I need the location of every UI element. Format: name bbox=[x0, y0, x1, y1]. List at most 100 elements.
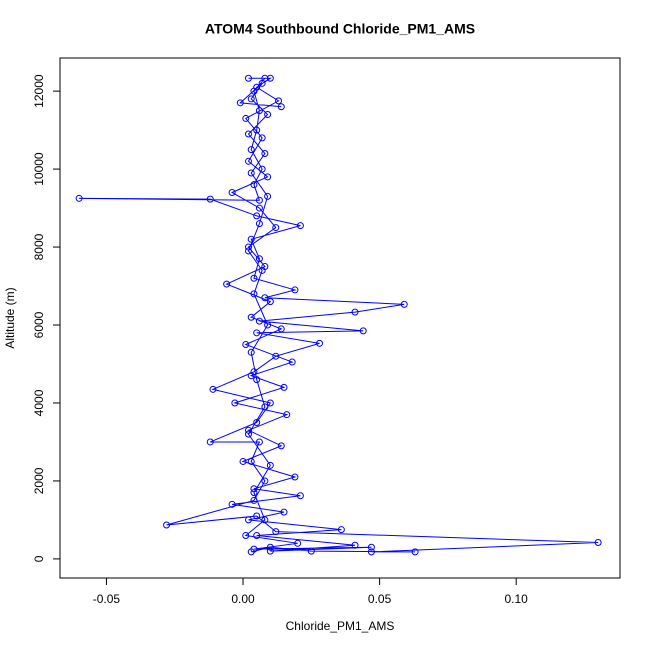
data-point bbox=[594, 539, 602, 547]
data-point bbox=[266, 74, 274, 82]
data-point bbox=[296, 492, 304, 500]
data-point bbox=[359, 327, 367, 335]
y-tick-label: 12000 bbox=[32, 74, 46, 108]
data-point bbox=[75, 194, 83, 202]
data-point bbox=[247, 235, 255, 243]
x-axis-label: Chloride_PM1_AMS bbox=[286, 619, 395, 633]
data-point bbox=[275, 97, 283, 105]
data-point bbox=[264, 321, 272, 329]
data-point bbox=[244, 247, 252, 255]
data-point bbox=[250, 545, 258, 553]
data-point bbox=[209, 385, 217, 393]
data-point bbox=[244, 430, 252, 438]
data-point bbox=[244, 516, 252, 524]
x-tick-label: 0.10 bbox=[505, 592, 529, 606]
data-point bbox=[255, 438, 263, 446]
x-tick-label: -0.05 bbox=[93, 592, 121, 606]
data-point bbox=[266, 298, 274, 306]
data-point bbox=[288, 358, 296, 366]
data-point bbox=[228, 500, 236, 508]
data-point bbox=[258, 266, 266, 274]
data-point bbox=[291, 286, 299, 294]
data-point bbox=[223, 280, 231, 288]
data-point bbox=[280, 508, 288, 516]
data-point bbox=[280, 383, 288, 391]
y-tick-label: 2000 bbox=[32, 467, 46, 494]
x-tick-label: 0.00 bbox=[231, 592, 255, 606]
data-point bbox=[316, 339, 324, 347]
data-point bbox=[261, 516, 269, 524]
data-point bbox=[244, 74, 252, 82]
data-point bbox=[261, 294, 269, 302]
data-point bbox=[239, 457, 247, 465]
data-point bbox=[337, 526, 345, 534]
data-line bbox=[79, 77, 599, 553]
data-point bbox=[247, 169, 255, 177]
data-point bbox=[264, 111, 272, 119]
data-point bbox=[255, 220, 263, 228]
data-point bbox=[277, 442, 285, 450]
data-point bbox=[247, 95, 255, 103]
x-tick-label: 0.05 bbox=[368, 592, 392, 606]
data-point bbox=[261, 477, 269, 485]
data-point bbox=[296, 222, 304, 230]
data-point bbox=[236, 99, 244, 107]
data-point bbox=[253, 212, 261, 220]
data-point bbox=[277, 325, 285, 333]
y-tick-label: 4000 bbox=[32, 389, 46, 416]
y-axis-label: Altitude (m) bbox=[3, 287, 17, 348]
data-point bbox=[242, 341, 250, 349]
data-point bbox=[258, 79, 266, 87]
data-point bbox=[294, 539, 302, 547]
data-point bbox=[247, 348, 255, 356]
data-point bbox=[258, 134, 266, 142]
data-point bbox=[231, 399, 239, 407]
data-point bbox=[266, 399, 274, 407]
data-point bbox=[253, 83, 261, 91]
data-point bbox=[283, 411, 291, 419]
data-point bbox=[277, 103, 285, 111]
data-point bbox=[400, 300, 408, 308]
data-point bbox=[253, 512, 261, 520]
data-point bbox=[250, 489, 258, 497]
y-tick-label: 0 bbox=[32, 555, 46, 562]
data-point bbox=[250, 290, 258, 298]
data-point bbox=[250, 485, 258, 493]
data-point bbox=[266, 547, 274, 555]
data-point bbox=[351, 308, 359, 316]
data-point bbox=[253, 376, 261, 384]
plot-frame bbox=[59, 57, 621, 579]
y-tick-label: 8000 bbox=[32, 233, 46, 260]
data-point bbox=[307, 547, 315, 555]
data-point bbox=[264, 192, 272, 200]
data-point bbox=[250, 274, 258, 282]
data-point bbox=[255, 107, 263, 115]
data-point bbox=[247, 313, 255, 321]
data-point bbox=[261, 403, 269, 411]
data-point bbox=[261, 150, 269, 158]
data-point bbox=[250, 496, 258, 504]
data-point bbox=[242, 114, 250, 122]
chart-title: ATOM4 Southbound Chloride_PM1_AMS bbox=[205, 21, 475, 37]
data-point bbox=[255, 317, 263, 325]
data-point bbox=[351, 541, 359, 549]
data-point bbox=[250, 181, 258, 189]
data-point bbox=[247, 146, 255, 154]
data-point bbox=[247, 457, 255, 465]
data-point bbox=[291, 473, 299, 481]
data-point bbox=[206, 195, 214, 203]
data-point bbox=[253, 532, 261, 540]
data-point bbox=[272, 352, 280, 360]
data-point bbox=[367, 548, 375, 556]
data-point bbox=[266, 461, 274, 469]
data-point bbox=[244, 157, 252, 165]
data-point bbox=[253, 329, 261, 337]
data-point bbox=[247, 372, 255, 380]
data-point bbox=[272, 224, 280, 232]
data-point bbox=[163, 521, 171, 529]
data-point bbox=[206, 438, 214, 446]
data-point bbox=[264, 173, 272, 181]
data-point bbox=[244, 130, 252, 138]
